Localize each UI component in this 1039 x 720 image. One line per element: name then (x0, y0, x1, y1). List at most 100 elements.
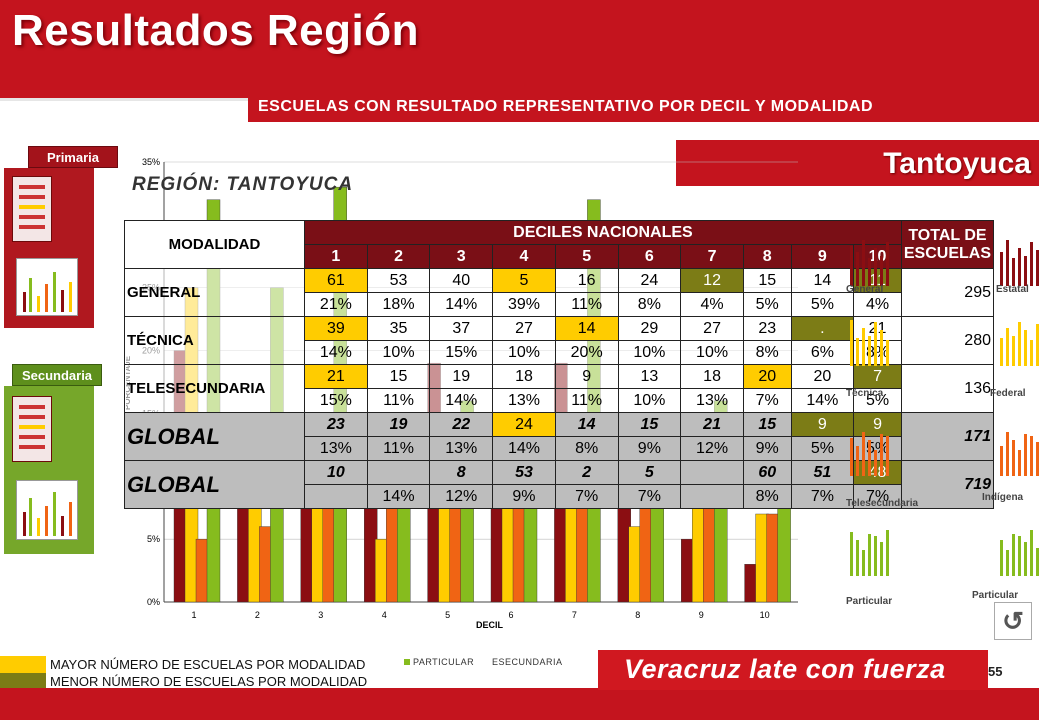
x-tick-label: 2 (255, 610, 260, 620)
modalidad-label: GLOBAL (124, 412, 305, 461)
secundaria-tab[interactable]: Secundaria (12, 364, 102, 386)
count-cell: 15 (742, 412, 792, 437)
percent-cell: 8% (742, 484, 792, 509)
count-cell: 60 (742, 460, 792, 485)
secundaria-thumbnail[interactable] (4, 386, 94, 554)
mini-bar (868, 258, 871, 286)
count-cell: 23 (304, 412, 368, 437)
x-tick-label: 1 (191, 610, 196, 620)
count-cell: 24 (617, 268, 682, 293)
modalidad-mini-charts: General Estatal Técnica Federal Telesecundar… (846, 240, 1039, 607)
mini-bar (850, 532, 853, 576)
percent-cell: 14% (790, 388, 855, 413)
total-cell: 136 (900, 364, 995, 413)
count-cell: 24 (492, 412, 556, 437)
page-number: 55 (988, 664, 1003, 679)
count-cell: 15 (366, 364, 431, 389)
mini-bar (868, 534, 871, 576)
percent-cell: 8% (617, 292, 682, 317)
mini-bar (1006, 328, 1009, 366)
modalidad-label: TELESECUNDARIA (124, 364, 305, 413)
mini-bar (862, 328, 865, 366)
legend-secundaria: ESECUNDARIA (492, 657, 563, 667)
count-cell: 27 (492, 316, 556, 341)
mini-bar (1030, 340, 1033, 366)
count-cell: 61 (304, 268, 368, 293)
return-button[interactable]: ↺ (994, 602, 1032, 640)
mini-bar (850, 320, 853, 366)
deciles-header: DECILES NACIONALES (304, 220, 902, 245)
count-cell: 9 (853, 412, 902, 437)
count-cell: 48 (853, 460, 902, 485)
page-title: Resultados Región (12, 6, 419, 55)
count-cell: 11 (853, 268, 902, 293)
percent-cell: 7% (617, 484, 682, 509)
total-cell: 280 (900, 316, 995, 365)
percent-cell: 18% (366, 292, 431, 317)
mini-bar (1012, 258, 1015, 286)
percent-cell: 7% (790, 484, 855, 509)
count-cell (366, 460, 431, 485)
x-tick-label: 4 (382, 610, 387, 620)
mini-bar (1018, 322, 1021, 366)
legend-menor-text: MENOR NÚMERO DE ESCUELAS POR MODALIDAD (50, 674, 368, 689)
mini-bar (1012, 534, 1015, 576)
mini-bar (874, 322, 877, 366)
count-cell: 10 (304, 460, 368, 485)
table-row: GENERAL 61 53 40 5 16 24 12 15 14 11 295 (124, 268, 995, 317)
count-cell: . (790, 316, 855, 341)
percent-cell: 15% (304, 388, 368, 413)
mini-chart-label: Particular (972, 590, 1018, 601)
x-tick-label: 3 (318, 610, 323, 620)
slogan-text: Veracruz late con fuerza (624, 654, 946, 684)
count-cell: 15 (617, 412, 682, 437)
y-tick-label: 0% (147, 597, 160, 607)
decile-number-cell: 1 (304, 244, 368, 269)
count-cell: 53 (366, 268, 431, 293)
mini-bar (880, 330, 883, 366)
secundaria-mini-table (12, 396, 52, 462)
y-tick-label: 5% (147, 534, 160, 544)
percent-cell: 10% (366, 340, 431, 365)
total-header: TOTAL DE ESCUELAS (900, 220, 995, 269)
mini-bar (1024, 542, 1027, 576)
decile-number-cell: 10 (853, 244, 902, 269)
count-cell: 22 (429, 412, 494, 437)
mini-bar (868, 336, 871, 366)
percent-cell: 11% (554, 292, 619, 317)
percent-cell: 8% (742, 340, 792, 365)
count-cell: 21 (853, 316, 902, 341)
percent-cell: 7% (554, 484, 619, 509)
mini-bar (886, 340, 889, 366)
mini-bar (880, 256, 883, 286)
count-cell: 21 (304, 364, 368, 389)
legend-menor: MENOR NÚMERO DE ESCUELAS POR MODALIDAD (0, 673, 380, 690)
y-tick-label: 35% (142, 157, 160, 167)
mini-bar (862, 240, 865, 286)
mini-bar (1018, 248, 1021, 286)
table-row-pct: 14% 12% 9% 7% 7% 8% 7% 7% (125, 484, 994, 509)
table-row: GLOBAL 23 19 22 24 14 15 21 15 9 9 171 (124, 412, 995, 461)
mini-bar (1012, 440, 1015, 476)
count-cell: 16 (554, 268, 619, 293)
percent-cell: 12% (429, 484, 494, 509)
modalidad-label: TÉCNICA (124, 316, 305, 365)
table-row-pct: 15% 11% 14% 13% 11% 10% 13% 7% 14% 5% (125, 388, 994, 413)
percent-cell: 10% (617, 388, 682, 413)
count-cell: 13 (617, 364, 682, 389)
percent-cell: 14% (492, 436, 556, 461)
percent-cell: 14% (429, 292, 494, 317)
mini-chart-label: Particular (846, 596, 892, 607)
mini-bar (1006, 240, 1009, 286)
mini-chart-label: Estatal (996, 284, 1029, 295)
primaria-tab[interactable]: Primaria (28, 146, 118, 168)
mini-bar (850, 438, 853, 476)
percent-cell: 5% (790, 292, 855, 317)
percent-cell: 9% (742, 436, 792, 461)
mini-bar (1006, 550, 1009, 576)
mini-bar (1006, 432, 1009, 476)
count-cell (680, 460, 744, 485)
x-tick-label: 5 (445, 610, 450, 620)
secundaria-mini-chart (16, 480, 78, 540)
primaria-thumbnail[interactable] (4, 168, 94, 328)
